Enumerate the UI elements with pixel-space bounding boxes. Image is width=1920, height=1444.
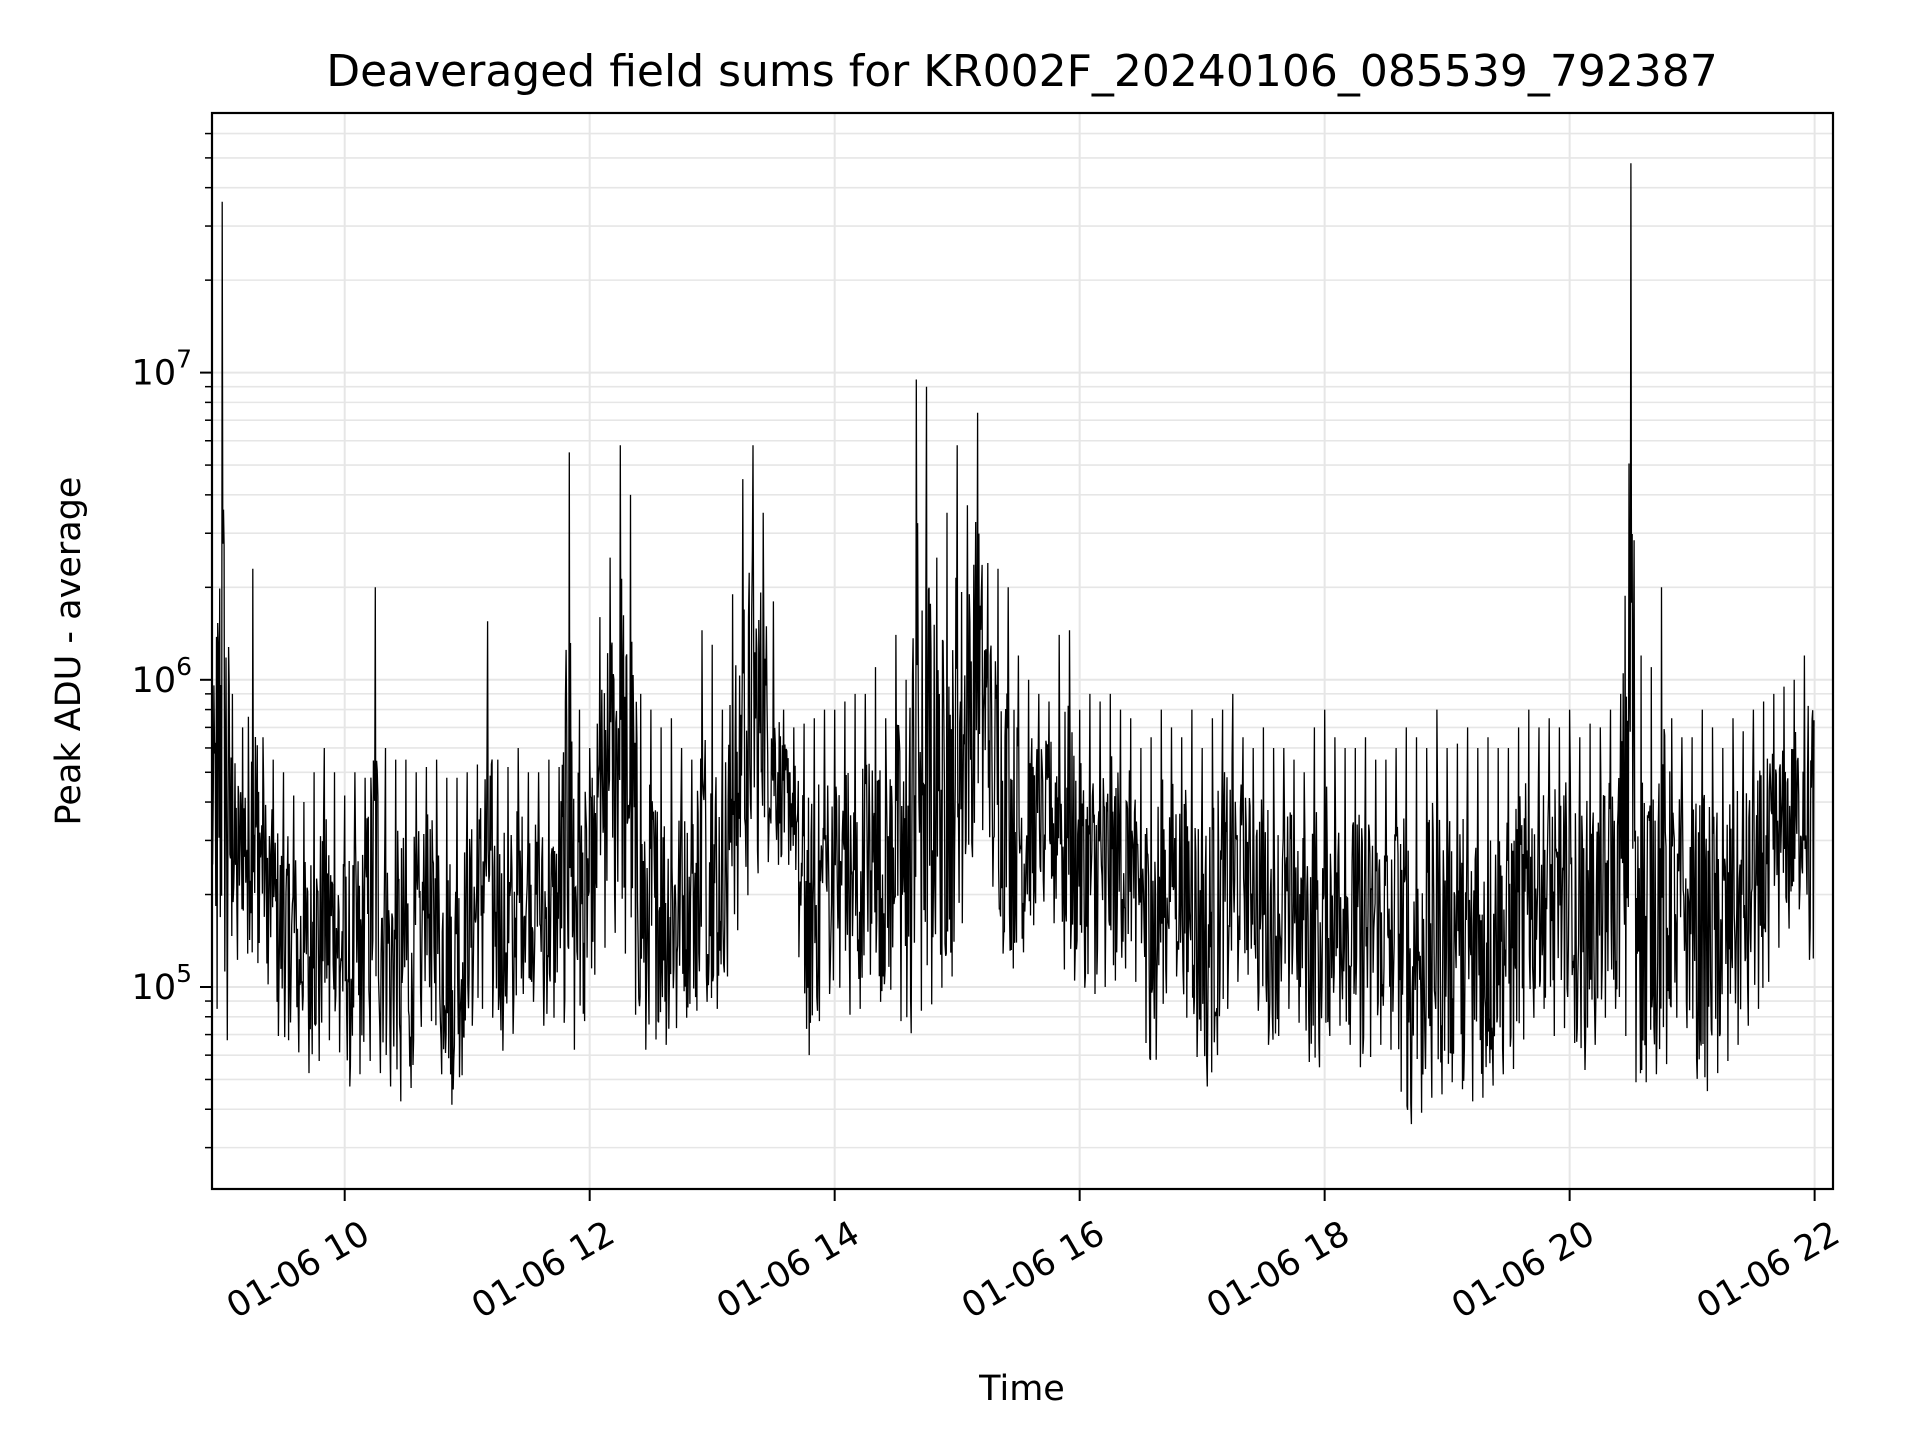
series-line: [212, 163, 1815, 1125]
y-tick-label: 107: [132, 345, 192, 394]
y-tick-label: 105: [132, 959, 192, 1008]
series-layer: [212, 163, 1815, 1125]
grid-layer: [212, 113, 1833, 1189]
y-axis: 105 106 107: [132, 132, 212, 1149]
x-axis-label: Time: [978, 1369, 1065, 1409]
y-axis-label: Peak ADU - average: [49, 477, 89, 826]
plot-frame: [210, 111, 1835, 1191]
chart-title: Deaveraged field sums for KR002F_2024010…: [326, 46, 1718, 97]
y-tick-label: 106: [132, 652, 192, 701]
